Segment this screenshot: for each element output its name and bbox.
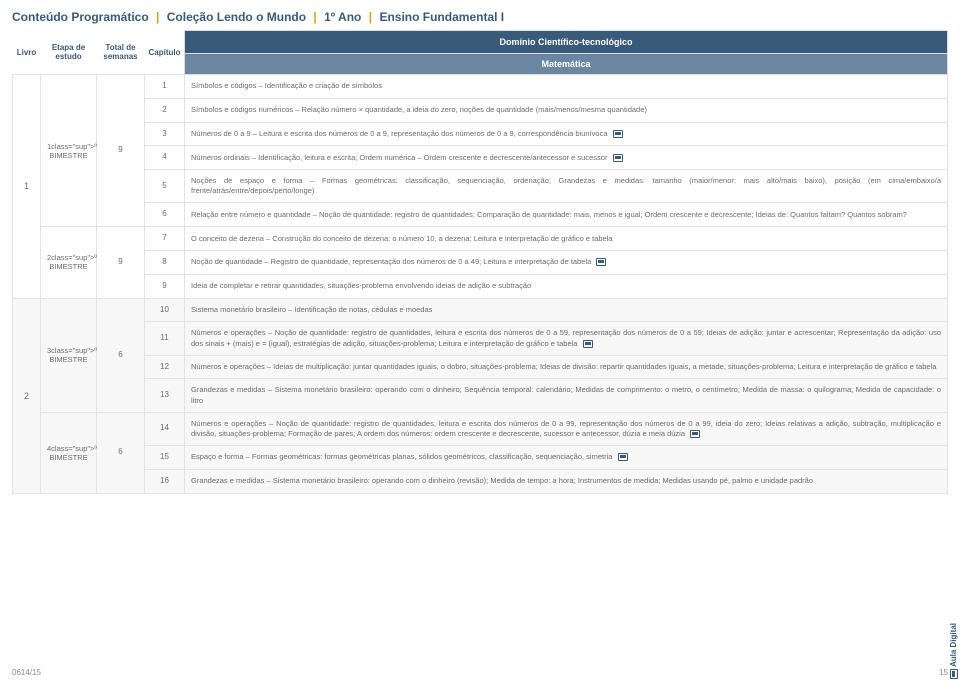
desc-cell: O conceito de dezena – Construção do con… [185,227,948,251]
desc-cell: Símbolos e códigos numéricos – Relação n… [185,98,948,122]
digital-icon [613,154,623,162]
breadcrumb-part: 1º Ano [324,10,361,24]
desc-cell: Grandezas e medidas – Sistema monetário … [185,379,948,412]
breadcrumb-sep: | [313,10,316,24]
table-row: 4class="sup">º BIMESTRE614Números e oper… [13,412,948,445]
livro-cell: 2 [13,298,41,493]
desc-cell: Noção de quantidade – Registro de quanti… [185,251,948,275]
desc-cell: Números de 0 a 9 – Leitura e escrita dos… [185,122,948,146]
table-row: 2Símbolos e códigos numéricos – Relação … [13,98,948,122]
col-capitulo: Capítulo [145,31,185,75]
etapa-cell: 4class="sup">º BIMESTRE [41,412,97,493]
semanas-cell: 9 [97,227,145,298]
col-domain: Domínio Científico-tecnológico [185,31,948,54]
desc-cell: Números e operações – Noção de quantidad… [185,322,948,355]
semanas-cell: 6 [97,412,145,493]
table-row: 4Números ordinais – Identificação, leitu… [13,146,948,170]
col-total: Total de semanas [97,31,145,75]
breadcrumb-part: Coleção Lendo o Mundo [167,10,306,24]
capitulo-cell: 3 [145,122,185,146]
desc-cell: Números e operações – Ideias de multipli… [185,355,948,379]
breadcrumb-part: Ensino Fundamental I [379,10,504,24]
table-row: 12Números e operações – Ideias de multip… [13,355,948,379]
table-row: 23class="sup">º BIMESTRE610Sistema monet… [13,298,948,322]
footer-right: 15 [939,668,948,677]
capitulo-cell: 1 [145,75,185,99]
breadcrumb-part: Conteúdo Programático [12,10,149,24]
etapa-cell: 3class="sup">º BIMESTRE [41,298,97,412]
breadcrumb-sep: | [369,10,372,24]
desc-cell: Grandezas e medidas – Sistema monetário … [185,469,948,493]
table-row: 11Números e operações – Noção de quantid… [13,322,948,355]
semanas-cell: 9 [97,75,145,227]
col-area: Matemática [185,54,948,75]
capitulo-cell: 2 [145,98,185,122]
table-row: 9Ideia de completar e retirar quantidade… [13,274,948,298]
curriculum-table: Livro Etapa de estudo Total de semanas C… [12,30,948,494]
semanas-cell: 6 [97,298,145,412]
digital-icon [950,669,958,679]
col-livro: Livro [13,31,41,75]
capitulo-cell: 15 [145,445,185,469]
etapa-cell: 2class="sup">º BIMESTRE [41,227,97,298]
desc-cell: Números ordinais – Identificação, leitur… [185,146,948,170]
desc-cell: Símbolos e códigos – Identificação e cri… [185,75,948,99]
capitulo-cell: 6 [145,203,185,227]
table-row: 13Grandezas e medidas – Sistema monetári… [13,379,948,412]
footer-left: 0614/15 [12,668,41,677]
table-row: 5Noções de espaço e forma – Formas geomé… [13,170,948,203]
capitulo-cell: 16 [145,469,185,493]
capitulo-cell: 8 [145,251,185,275]
capitulo-cell: 5 [145,170,185,203]
capitulo-cell: 10 [145,298,185,322]
table-row: 11class="sup">º BIMESTRE91Símbolos e cód… [13,75,948,99]
digital-icon [613,130,623,138]
breadcrumb-sep: | [156,10,159,24]
desc-cell: Sistema monetário brasileiro – Identific… [185,298,948,322]
side-label: Aula Digital [949,623,958,682]
table-row: 3Números de 0 a 9 – Leitura e escrita do… [13,122,948,146]
table-row: 15Espaço e forma – Formas geométricas: f… [13,445,948,469]
capitulo-cell: 4 [145,146,185,170]
table-row: 2class="sup">º BIMESTRE97O conceito de d… [13,227,948,251]
capitulo-cell: 11 [145,322,185,355]
etapa-cell: 1class="sup">º BIMESTRE [41,75,97,227]
digital-icon [618,453,628,461]
digital-icon [596,258,606,266]
desc-cell: Relação entre número e quantidade – Noçã… [185,203,948,227]
table-row: 8Noção de quantidade – Registro de quant… [13,251,948,275]
livro-cell: 1 [13,75,41,299]
table-row: 16Grandezas e medidas – Sistema monetári… [13,469,948,493]
col-etapa: Etapa de estudo [41,31,97,75]
capitulo-cell: 14 [145,412,185,445]
desc-cell: Números e operações – Noção de quantidad… [185,412,948,445]
capitulo-cell: 7 [145,227,185,251]
capitulo-cell: 9 [145,274,185,298]
breadcrumb: Conteúdo Programático | Coleção Lendo o … [0,0,960,30]
digital-icon [583,340,593,348]
desc-cell: Espaço e forma – Formas geométricas: for… [185,445,948,469]
digital-icon [690,430,700,438]
desc-cell: Noções de espaço e forma – Formas geomét… [185,170,948,203]
footer: 0614/15 15 [12,668,948,677]
side-label-text: Aula Digital [949,623,958,667]
desc-cell: Ideia de completar e retirar quantidades… [185,274,948,298]
capitulo-cell: 13 [145,379,185,412]
capitulo-cell: 12 [145,355,185,379]
table-row: 6Relação entre número e quantidade – Noç… [13,203,948,227]
